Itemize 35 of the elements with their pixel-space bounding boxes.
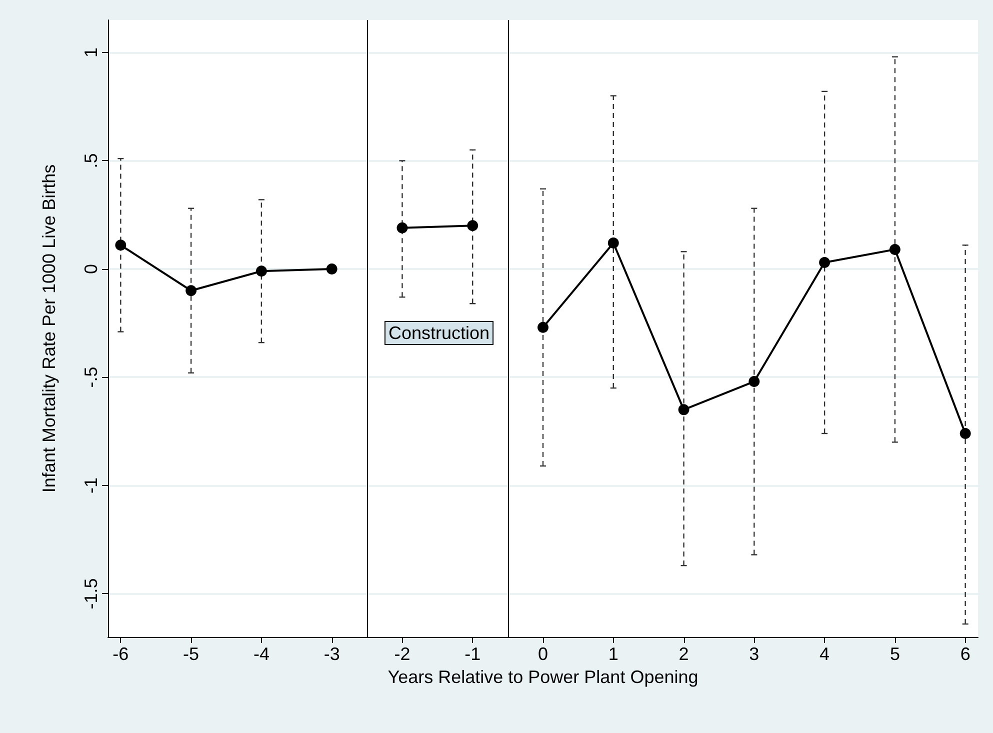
point	[538, 322, 548, 333]
y-tick-label: 1	[81, 47, 101, 58]
y-tick-label: -1.5	[81, 578, 101, 610]
x-tick-label: -1	[464, 644, 481, 664]
x-axis-title: Years Relative to Power Plant Opening	[388, 666, 698, 687]
point	[748, 376, 760, 388]
x-tick-label: 0	[538, 644, 548, 664]
x-tick-label: 3	[749, 644, 760, 664]
x-tick-label: -3	[324, 644, 340, 664]
point	[326, 263, 338, 274]
point	[256, 266, 267, 277]
point	[115, 240, 126, 251]
x-tick-label: -6	[112, 644, 129, 664]
x-tick-label: 1	[608, 644, 618, 664]
x-tick-label: 5	[890, 644, 900, 664]
point	[608, 237, 619, 248]
point	[678, 404, 690, 416]
x-tick-label: 4	[820, 644, 830, 664]
point	[467, 220, 478, 232]
x-tick-label: 2	[678, 644, 689, 664]
x-tick-label: -2	[394, 644, 410, 664]
point	[186, 285, 197, 296]
x-tick-label: 6	[960, 644, 970, 664]
y-tick-label: .5	[81, 153, 101, 168]
y-axis-title: Infant Mortality Rate Per 1000 Live Births	[39, 164, 59, 493]
y-tick-label: -1	[81, 477, 101, 494]
x-tick-label: -4	[253, 644, 270, 664]
point	[889, 244, 900, 255]
x-tick-label: -5	[183, 644, 200, 664]
point	[396, 222, 408, 234]
point	[819, 256, 830, 268]
y-tick-label: -.5	[81, 366, 101, 388]
y-tick-label: 0	[81, 264, 101, 274]
point	[960, 428, 971, 439]
annotation: Construction	[388, 323, 490, 343]
